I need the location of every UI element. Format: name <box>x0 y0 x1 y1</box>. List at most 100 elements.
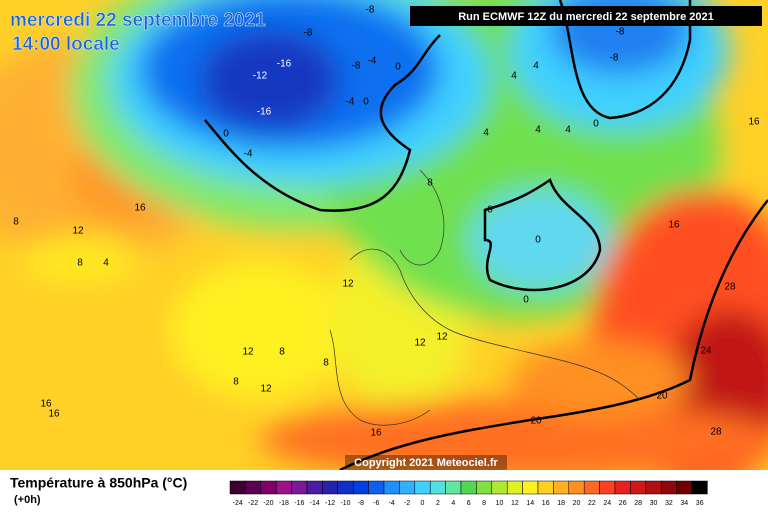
contour-label: 4 <box>483 128 489 139</box>
color-scale: -24 -22 -20 -18 -16 -14 -12 -10 -8 -6 -4 -2 0 2 4 6 8 10 1… <box>229 480 708 507</box>
color-swatch <box>522 480 539 495</box>
color-swatch <box>614 480 631 495</box>
contour-label: 0 <box>535 235 541 246</box>
run-box <box>410 6 762 26</box>
contour-label: 12 <box>414 338 426 349</box>
contour-label: -12 <box>253 71 268 82</box>
contour-label: 12 <box>436 332 448 343</box>
contour-label: 0 <box>523 295 529 306</box>
scale-tick-label: -8 <box>358 500 364 507</box>
contour-label: 12 <box>242 347 254 358</box>
scale-tick-label: 8 <box>482 500 486 507</box>
contour-label: 8 <box>279 347 285 358</box>
scale-tick-label: 18 <box>557 500 565 507</box>
scale-tick-label: -20 <box>263 500 273 507</box>
contour-label: -16 <box>277 59 292 70</box>
color-swatch <box>583 480 600 495</box>
color-swatch <box>306 480 323 495</box>
copyright: Copyright 2021 Meteociel.fr <box>354 457 498 469</box>
scale-tick-label: 0 <box>421 500 425 507</box>
color-swatch <box>568 480 585 495</box>
contour-label: 20 <box>530 416 542 427</box>
color-swatch <box>245 480 262 495</box>
color-swatch <box>322 480 339 495</box>
color-swatch <box>260 480 277 495</box>
contour-label: 12 <box>72 226 84 237</box>
contour-label: 0 <box>363 97 369 108</box>
isotherm-lines <box>204 0 768 470</box>
contour-label: 16 <box>370 428 382 439</box>
contour-label: 8 <box>77 258 83 269</box>
color-swatch <box>660 480 677 495</box>
contour-label: 16 <box>40 399 52 410</box>
coastlines <box>329 169 641 426</box>
contour-label: 0 <box>487 205 493 216</box>
color-swatch <box>352 480 369 495</box>
run-info: Run ECMWF 12Z du mercredi 22 septembre 2… <box>458 11 714 23</box>
contour-label: 12 <box>260 384 272 395</box>
contour-label: 16 <box>48 409 60 420</box>
contour-label: -8 <box>610 53 619 64</box>
contour-label: 4 <box>511 71 517 82</box>
time-title: 14:00 locale <box>12 34 120 55</box>
scale-tick-label: -16 <box>294 500 304 507</box>
contour-label: -8 <box>616 27 625 38</box>
color-swatch <box>275 480 292 495</box>
copyright-box <box>345 455 507 470</box>
color-swatch <box>383 480 400 495</box>
color-swatch <box>645 480 662 495</box>
scale-tick-label: 14 <box>526 500 534 507</box>
contour-label: 4 <box>533 61 539 72</box>
color-swatch <box>414 480 431 495</box>
scale-tick-label: 28 <box>634 500 642 507</box>
contour-label: -16 <box>257 107 272 118</box>
color-swatch <box>291 480 308 495</box>
contour-label: 20 <box>656 391 668 402</box>
contour-label: 0 <box>223 129 229 140</box>
color-swatch <box>429 480 446 495</box>
contour-label: -4 <box>368 56 377 67</box>
contour-label: 12 <box>342 279 354 290</box>
contour-label: 4 <box>565 125 571 136</box>
color-swatch <box>537 480 554 495</box>
contour-label: 8 <box>13 217 19 228</box>
scale-tick-label: 16 <box>542 500 550 507</box>
color-swatch <box>368 480 385 495</box>
scale-tick-label: 24 <box>603 500 611 507</box>
contour-label: 0 <box>593 119 599 130</box>
date-title: mercredi 22 septembre 2021 <box>10 10 266 31</box>
contour-label: 16 <box>668 220 680 231</box>
contour-labels: -8 -8 -16 -12 -8 -4 0 -16 -4 0 0 -4 -8 -8 0 4 4 4 4 4 16 8 0 0 1… <box>13 5 760 439</box>
contour-label: 28 <box>710 427 722 438</box>
scale-tick-label: 22 <box>588 500 596 507</box>
contour-label: -8 <box>352 61 361 72</box>
scale-tick-label: 6 <box>467 500 471 507</box>
scale-tick-label: 12 <box>511 500 519 507</box>
color-swatch <box>676 480 693 495</box>
color-swatch <box>506 480 523 495</box>
contour-label: -8 <box>366 5 375 16</box>
scale-tick-label: 36 <box>696 500 704 507</box>
contour-label: 0 <box>395 62 401 73</box>
color-swatch <box>630 480 647 495</box>
scale-tick-label: -22 <box>248 500 258 507</box>
contour-label: 16 <box>134 203 146 214</box>
color-swatch <box>229 480 246 495</box>
scale-tick-label: 34 <box>680 500 688 507</box>
map-area: -8 -8 -16 -12 -8 -4 0 -16 -4 0 0 -4 -8 -8 0 4 4 4 4 4 16 8 0 0 1… <box>0 0 768 470</box>
color-swatch <box>399 480 416 495</box>
contour-label: 8 <box>233 377 239 388</box>
scale-tick-label: 26 <box>619 500 627 507</box>
contour-label: 4 <box>535 125 541 136</box>
scale-tick-label: 2 <box>436 500 440 507</box>
color-swatch <box>476 480 493 495</box>
color-swatch <box>599 480 616 495</box>
contour-label: -8 <box>304 28 313 39</box>
color-swatch <box>445 480 462 495</box>
contour-label: 28 <box>724 282 736 293</box>
scale-tick-label: -4 <box>389 500 395 507</box>
scale-tick-label: -2 <box>404 500 410 507</box>
contour-label: -4 <box>244 149 253 160</box>
contour-label: 8 <box>427 178 433 189</box>
